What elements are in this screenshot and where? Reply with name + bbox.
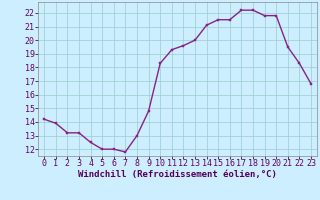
- X-axis label: Windchill (Refroidissement éolien,°C): Windchill (Refroidissement éolien,°C): [78, 170, 277, 179]
